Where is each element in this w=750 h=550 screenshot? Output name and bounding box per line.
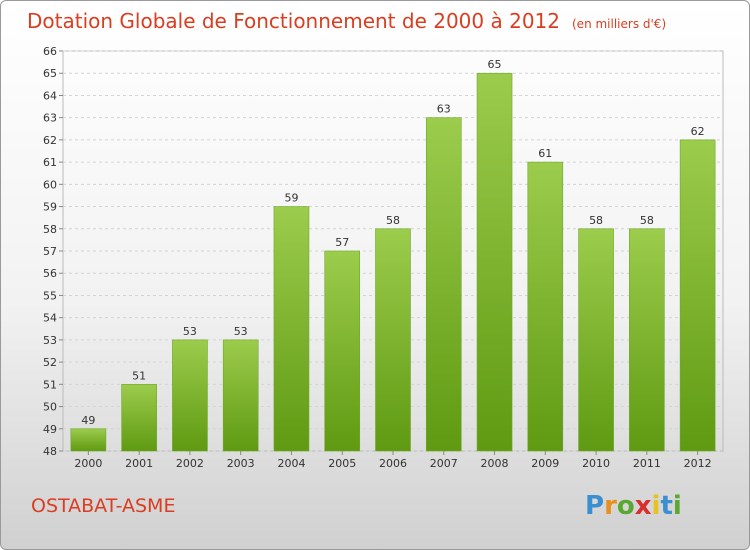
y-tick-label: 66 <box>43 45 57 58</box>
logo-letter: P <box>585 491 605 521</box>
y-tick-label: 64 <box>43 89 57 102</box>
y-tick-label: 52 <box>43 356 57 369</box>
y-tick-label: 50 <box>43 401 57 414</box>
bar-2011 <box>629 228 665 452</box>
x-tick-label-2006: 2006 <box>379 457 407 470</box>
value-label-2007: 63 <box>437 103 451 116</box>
bar-2008 <box>476 72 513 452</box>
bar-2004 <box>273 206 310 452</box>
x-tick-label-2005: 2005 <box>328 457 356 470</box>
y-tick-label: 60 <box>43 178 57 191</box>
value-label-2012: 62 <box>691 125 705 138</box>
bar-2009 <box>527 161 564 452</box>
value-label-2009: 61 <box>538 147 552 160</box>
y-tick-label: 58 <box>43 223 57 236</box>
x-tick-label-2008: 2008 <box>481 457 509 470</box>
bar-2002 <box>172 339 208 452</box>
place-name: OSTABAT-ASME <box>31 495 176 517</box>
y-tick-label: 56 <box>43 267 57 280</box>
x-tick-label-2007: 2007 <box>430 457 458 470</box>
y-tick-label: 61 <box>43 156 57 169</box>
y-tick-label: 55 <box>43 289 57 302</box>
proxiti-logo: Proxiti <box>585 491 682 521</box>
bar-2001 <box>121 384 157 452</box>
x-tick-label-2004: 2004 <box>277 457 305 470</box>
bar-2010 <box>578 228 614 452</box>
bar-2000 <box>70 428 107 452</box>
y-tick-label: 54 <box>43 312 57 325</box>
y-tick-label: 57 <box>43 245 57 258</box>
y-tick-label: 53 <box>43 334 57 347</box>
x-tick-label-2012: 2012 <box>684 457 712 470</box>
value-label-2003: 53 <box>234 325 248 338</box>
value-label-2010: 58 <box>589 214 603 227</box>
value-label-2011: 58 <box>640 214 654 227</box>
y-tick-label: 49 <box>43 423 57 436</box>
chart-title: Dotation Globale de Fonctionnement de 20… <box>27 9 666 33</box>
x-tick-label-2001: 2001 <box>125 457 153 470</box>
value-label-2002: 53 <box>183 325 197 338</box>
bar-2006 <box>375 228 411 452</box>
logo-letter: t <box>660 491 673 521</box>
x-tick-label-2010: 2010 <box>582 457 610 470</box>
x-tick-label-2011: 2011 <box>633 457 661 470</box>
logo-letter: o <box>616 491 635 521</box>
y-tick-label: 48 <box>43 445 57 458</box>
chart-unit: (en milliers d'€) <box>572 17 667 31</box>
x-tick-label-2003: 2003 <box>227 457 255 470</box>
value-label-2000: 49 <box>81 414 95 427</box>
value-label-2005: 57 <box>335 236 349 249</box>
value-label-2006: 58 <box>386 214 400 227</box>
y-tick-label: 65 <box>43 67 57 80</box>
bar-2005 <box>324 250 361 452</box>
y-tick-label: 51 <box>43 378 57 391</box>
bar-2012 <box>679 139 716 452</box>
value-label-2004: 59 <box>284 192 298 205</box>
bar-2003 <box>222 339 259 452</box>
logo-letter: i <box>651 491 661 521</box>
y-tick-label: 63 <box>43 112 57 125</box>
value-label-2008: 65 <box>488 58 502 71</box>
x-tick-label-2000: 2000 <box>74 457 102 470</box>
value-label-2001: 51 <box>132 369 146 382</box>
y-tick-label: 59 <box>43 201 57 214</box>
y-tick-label: 62 <box>43 134 57 147</box>
logo-letter: r <box>604 491 617 521</box>
bar-2007 <box>425 117 462 452</box>
chart-title-text: Dotation Globale de Fonctionnement de 20… <box>27 9 560 33</box>
logo-letter: i <box>672 491 682 521</box>
x-tick-label-2002: 2002 <box>176 457 204 470</box>
x-tick-label-2009: 2009 <box>531 457 559 470</box>
logo-letter: x <box>634 491 652 521</box>
